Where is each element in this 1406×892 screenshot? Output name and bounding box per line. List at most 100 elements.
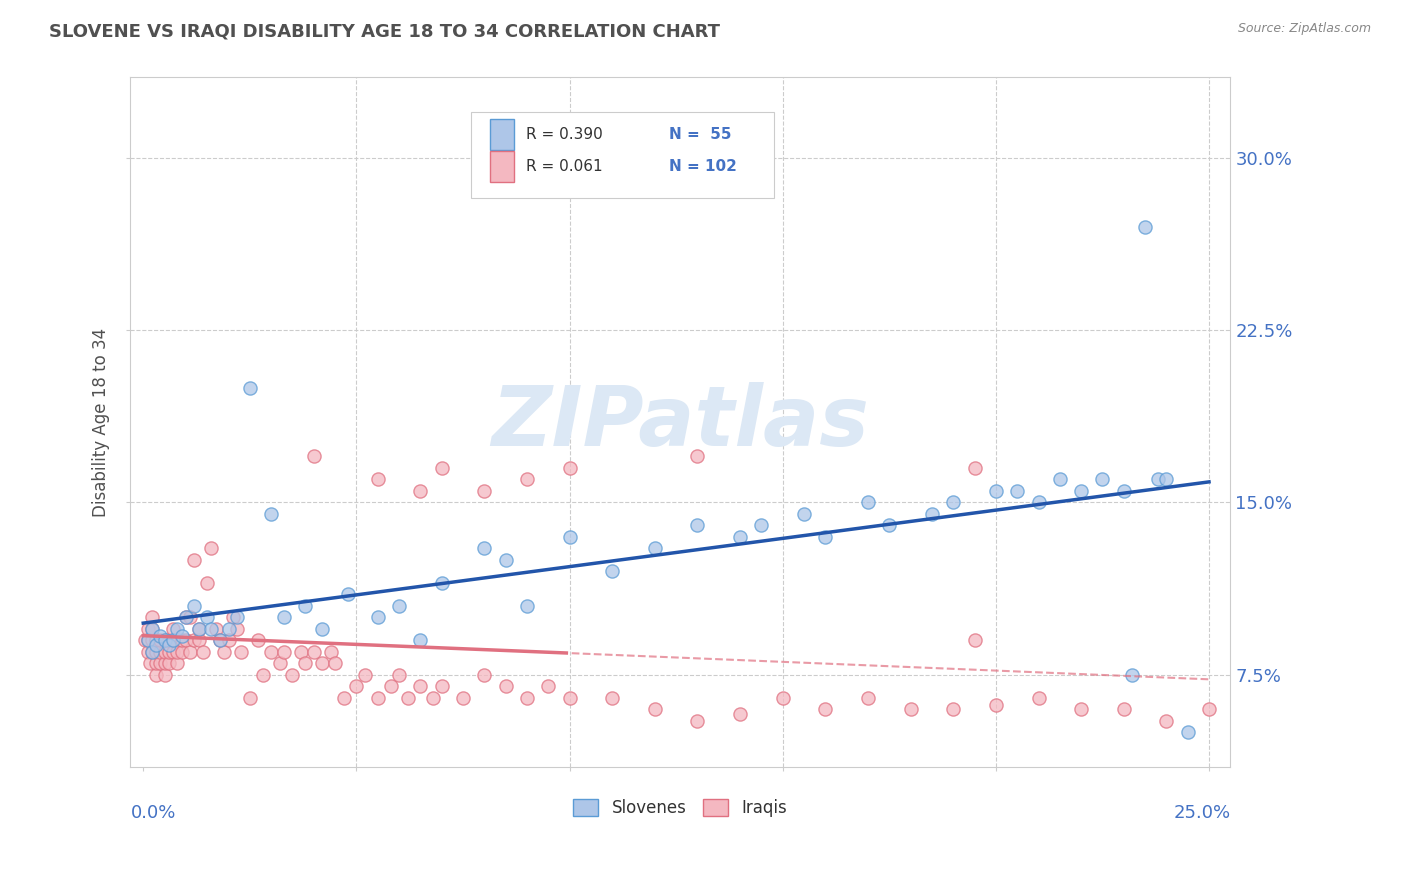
Point [136,633,159,648]
Text: Source: ZipAtlas.com: Source: ZipAtlas.com [1237,22,1371,36]
Point [136,645,159,659]
Point [537,679,560,693]
Point [145,638,167,652]
Point [195,610,218,624]
Point [183,633,205,648]
Point [141,633,163,648]
Point [1070,702,1092,716]
Point [294,599,316,613]
Point [900,702,922,716]
Point [354,667,377,681]
Point [409,483,432,498]
Point [388,667,411,681]
Point [187,633,209,648]
Point [600,690,623,705]
Point [1177,725,1199,739]
Text: N =  55: N = 55 [669,127,733,142]
Point [422,690,444,705]
Point [145,656,167,670]
Point [208,633,231,648]
Legend: Slovenes, Iraqis: Slovenes, Iraqis [567,792,794,823]
Point [319,645,342,659]
Point [1005,483,1028,498]
Point [409,679,432,693]
Point [516,599,538,613]
Point [856,495,879,509]
Point [239,380,262,394]
Point [226,622,249,636]
Point [344,679,367,693]
Point [728,706,751,721]
Point [269,656,291,670]
Text: ZIPatlas: ZIPatlas [492,382,869,462]
Point [1028,690,1050,705]
Text: R = 0.061: R = 0.061 [526,159,603,174]
Point [1156,714,1178,728]
Point [1156,472,1178,486]
Point [145,633,167,648]
Point [162,633,184,648]
Point [218,633,240,648]
Point [231,645,253,659]
Point [1133,219,1156,234]
Point [166,656,188,670]
Point [141,645,163,659]
Point [141,645,163,659]
Point [430,461,453,475]
Point [174,610,197,624]
Point [145,667,167,681]
Point [1028,495,1050,509]
Text: 25.0%: 25.0% [1173,805,1230,822]
Point [430,679,453,693]
Point [921,507,943,521]
Point [273,610,295,624]
Point [162,622,184,636]
Point [367,610,389,624]
Point [162,633,184,648]
Point [516,690,538,705]
Point [183,553,205,567]
Point [367,690,389,705]
Point [686,450,709,464]
Point [1198,702,1220,716]
Point [170,629,193,643]
Point [191,645,214,659]
Point [430,575,453,590]
Point [1049,472,1071,486]
Point [558,461,581,475]
Point [963,461,986,475]
Point [451,690,474,705]
Point [558,690,581,705]
Point [136,633,159,648]
Point [495,679,517,693]
Point [226,610,249,624]
Bar [491,119,515,150]
Point [644,702,666,716]
Point [157,633,180,648]
Point [273,645,295,659]
Point [260,507,283,521]
Point [879,518,901,533]
Point [793,507,815,521]
Point [149,656,172,670]
Point [1091,472,1114,486]
Point [187,622,209,636]
Point [751,518,773,533]
Point [942,702,965,716]
Point [141,622,163,636]
Point [772,690,794,705]
Point [302,450,325,464]
Point [138,656,160,670]
Point [409,633,432,648]
Point [516,472,538,486]
Point [166,622,188,636]
Point [134,633,156,648]
Point [183,599,205,613]
Point [157,638,180,652]
Point [136,622,159,636]
Point [472,541,495,556]
Point [294,656,316,670]
Point [222,610,245,624]
Text: R = 0.390: R = 0.390 [526,127,603,142]
Point [145,645,167,659]
